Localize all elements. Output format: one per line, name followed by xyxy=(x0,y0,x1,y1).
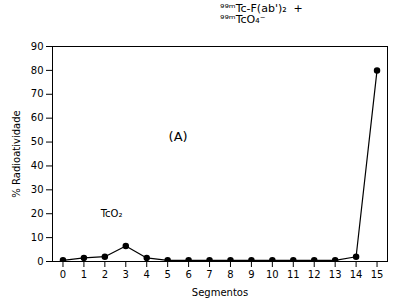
svg-text:10: 10 xyxy=(266,269,279,280)
svg-text:3: 3 xyxy=(123,269,129,280)
svg-text:9: 9 xyxy=(248,269,254,280)
svg-text:(A): (A) xyxy=(169,129,188,144)
svg-text:TcO₂: TcO₂ xyxy=(100,208,123,219)
svg-text:0: 0 xyxy=(60,269,66,280)
svg-text:60: 60 xyxy=(31,112,44,123)
svg-text:0: 0 xyxy=(37,256,43,267)
svg-text:50: 50 xyxy=(31,136,44,147)
svg-text:20: 20 xyxy=(31,208,44,219)
svg-text:40: 40 xyxy=(31,160,44,171)
svg-text:6: 6 xyxy=(185,269,191,280)
svg-text:1: 1 xyxy=(81,269,87,280)
svg-text:Segmentos: Segmentos xyxy=(192,287,248,298)
svg-text:14: 14 xyxy=(350,269,363,280)
svg-text:⁹⁹ᵐTc-F(ab')₂ +⁹⁹ᵐTcO₄⁻: ⁹⁹ᵐTc-F(ab')₂ +⁹⁹ᵐTcO₄⁻ xyxy=(220,2,303,26)
svg-text:80: 80 xyxy=(31,65,44,76)
svg-text:70: 70 xyxy=(31,88,44,99)
svg-text:7: 7 xyxy=(206,269,212,280)
svg-text:11: 11 xyxy=(287,269,300,280)
svg-text:2: 2 xyxy=(102,269,108,280)
svg-text:10: 10 xyxy=(31,232,44,243)
svg-text:% Radioatividade: % Radioatividade xyxy=(11,110,22,197)
svg-text:90: 90 xyxy=(31,41,44,52)
svg-text:8: 8 xyxy=(227,269,233,280)
svg-text:12: 12 xyxy=(308,269,321,280)
svg-text:5: 5 xyxy=(164,269,170,280)
svg-text:15: 15 xyxy=(371,269,384,280)
svg-text:13: 13 xyxy=(329,269,342,280)
svg-text:4: 4 xyxy=(144,269,150,280)
svg-text:30: 30 xyxy=(31,184,44,195)
